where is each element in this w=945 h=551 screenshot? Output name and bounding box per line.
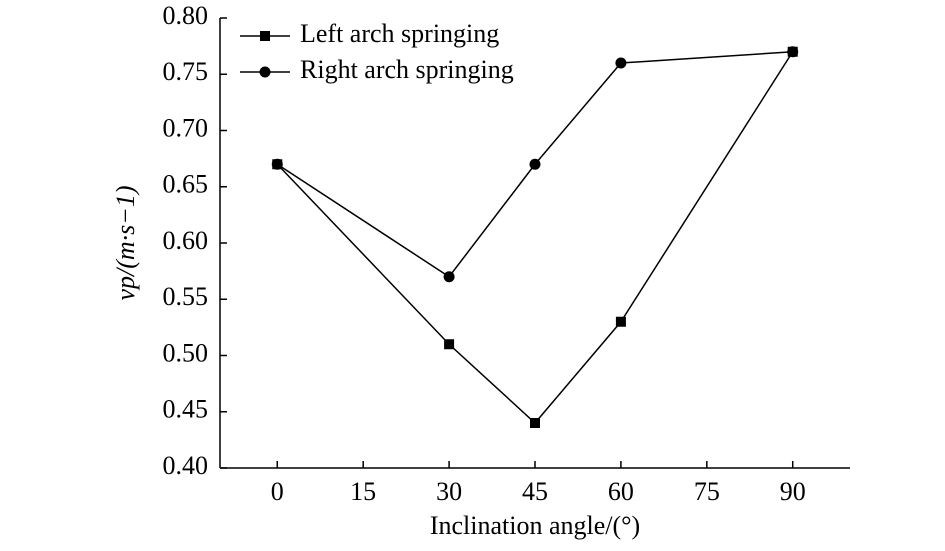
x-tick-label: 15: [350, 477, 376, 506]
y-tick-label: 0.70: [163, 113, 209, 142]
x-tick-label: 45: [522, 477, 548, 506]
data-point: [271, 158, 283, 170]
data-point: [444, 339, 455, 350]
x-axis-label: Inclination angle/(°): [430, 511, 640, 540]
y-tick-label: 0.80: [163, 1, 209, 30]
x-tick-label: 90: [780, 477, 806, 506]
legend-label: Right arch springing: [300, 55, 514, 84]
data-point: [529, 158, 541, 170]
y-tick-label: 0.60: [163, 226, 209, 255]
legend-label: Left arch springing: [300, 19, 499, 48]
x-tick-label: 0: [271, 477, 284, 506]
y-tick-label: 0.55: [163, 282, 209, 311]
y-tick-label: 0.40: [163, 451, 209, 480]
y-tick-label: 0.45: [163, 395, 209, 424]
data-point: [615, 316, 626, 327]
data-point: [615, 57, 627, 69]
y-tick-label: 0.50: [163, 338, 209, 367]
y-axis-label: vp/(m·s−1): [111, 185, 140, 300]
y-tick-label: 0.75: [163, 57, 209, 86]
x-tick-label: 60: [608, 477, 634, 506]
legend-marker: [260, 31, 270, 41]
data-point: [787, 46, 799, 58]
data-point: [530, 418, 540, 428]
series-line: [276, 51, 794, 425]
data-point: [443, 271, 455, 283]
x-tick-label: 30: [436, 477, 462, 506]
x-tick-label: 75: [694, 477, 720, 506]
legend-marker: [259, 66, 271, 78]
y-tick-label: 0.65: [163, 170, 209, 199]
